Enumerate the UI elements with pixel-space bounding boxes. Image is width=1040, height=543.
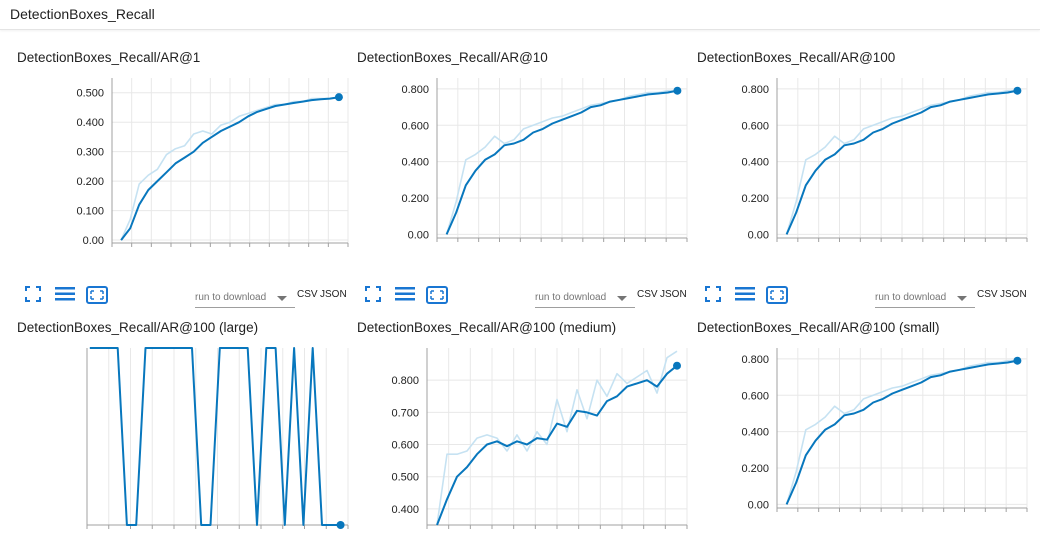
last-point-marker <box>336 521 345 529</box>
chart-title: DetectionBoxes_Recall/AR@100 (medium) <box>357 320 617 335</box>
fit-domain-icon[interactable] <box>86 286 108 306</box>
y-tick-label: 0.600 <box>741 120 769 132</box>
chart-title: DetectionBoxes_Recall/AR@1 <box>17 50 201 65</box>
run-download-placeholder: run to download <box>195 292 267 303</box>
y-tick-label: 0.200 <box>401 193 429 205</box>
last-point-marker <box>1013 86 1022 95</box>
chart-card-ar100-large: DetectionBoxes_Recall/AR@100 (large) <box>0 320 330 543</box>
csv-download-link[interactable]: CSV <box>637 289 658 300</box>
smoothed-series-line <box>436 364 678 526</box>
y-tick-label: 0.00 <box>408 229 429 241</box>
fit-domain-icon[interactable] <box>766 286 788 306</box>
y-tick-label: 0.400 <box>76 117 104 129</box>
chevron-down-icon <box>617 296 627 301</box>
chevron-down-icon <box>277 296 287 301</box>
smoothed-series-line <box>120 96 340 241</box>
y-tick-label: 0.100 <box>76 206 104 218</box>
run-download-select[interactable]: run to download <box>535 289 635 308</box>
smoothed-series-line <box>785 359 1018 505</box>
chart-card-ar100-medium: DetectionBoxes_Recall/AR@100 (medium) <box>340 320 670 543</box>
chart-toolbar: run to download CSV JSON <box>0 286 347 312</box>
section-header[interactable]: DetectionBoxes_Recall <box>0 0 1040 30</box>
chart-title: DetectionBoxes_Recall/AR@100 (small) <box>697 320 940 335</box>
y-tick-label: 0.200 <box>76 176 104 188</box>
chart-toolbar: run to download CSV JSON <box>680 286 1027 312</box>
run-download-placeholder: run to download <box>875 292 947 303</box>
chart-card-ar10: DetectionBoxes_Recall/AR@10 <box>340 50 670 265</box>
toggle-log-scale-icon[interactable] <box>735 286 755 306</box>
raw-series-line <box>785 89 1018 235</box>
y-tick-label: 0.500 <box>391 472 419 484</box>
y-tick-label: 0.800 <box>741 354 769 366</box>
section-title: DetectionBoxes_Recall <box>10 6 155 22</box>
y-tick-label: 0.400 <box>741 157 769 169</box>
y-tick-label: 0.700 <box>391 407 419 419</box>
json-download-link[interactable]: JSON <box>660 289 687 300</box>
chevron-down-icon <box>957 296 967 301</box>
y-tick-label: 0.00 <box>748 499 769 511</box>
y-tick-label: 0.600 <box>741 390 769 402</box>
y-tick-label: 0.400 <box>401 157 429 169</box>
last-point-marker <box>334 93 343 102</box>
fullscreen-icon[interactable] <box>25 286 41 306</box>
raw-series-line <box>436 350 678 526</box>
y-tick-label: 0.400 <box>391 504 419 516</box>
csv-download-link[interactable]: CSV <box>297 289 318 300</box>
last-point-marker <box>673 86 682 95</box>
chart-card-ar1: DetectionBoxes_Recall/AR@1 <box>0 50 330 265</box>
raw-series-line <box>445 89 678 235</box>
chart-card-ar100: DetectionBoxes_Recall/AR@100 <box>680 50 1010 265</box>
y-tick-label: 0.00 <box>83 235 104 247</box>
toggle-log-scale-icon[interactable] <box>395 286 415 306</box>
last-point-marker <box>673 361 681 370</box>
chart-title: DetectionBoxes_Recall/AR@100 (large) <box>17 320 259 335</box>
fit-domain-icon[interactable] <box>426 286 448 306</box>
smoothed-series-line <box>785 89 1018 235</box>
json-download-link[interactable]: JSON <box>320 289 347 300</box>
fullscreen-icon[interactable] <box>365 286 381 306</box>
y-tick-label: 0.800 <box>741 84 769 96</box>
fullscreen-icon[interactable] <box>705 286 721 306</box>
y-tick-label: 0.200 <box>741 463 769 475</box>
y-tick-label: 0.500 <box>76 88 104 100</box>
run-download-select[interactable]: run to download <box>875 289 975 308</box>
y-tick-label: 0.800 <box>391 375 419 387</box>
last-point-marker <box>1013 356 1022 365</box>
chart-title: DetectionBoxes_Recall/AR@100 <box>697 50 896 65</box>
y-tick-label: 0.200 <box>741 193 769 205</box>
smoothed-series-line <box>445 89 678 235</box>
run-download-placeholder: run to download <box>535 292 607 303</box>
raw-series-line <box>785 359 1018 505</box>
json-download-link[interactable]: JSON <box>1000 289 1027 300</box>
y-tick-label: 0.00 <box>748 229 769 241</box>
csv-download-link[interactable]: CSV <box>977 289 998 300</box>
y-tick-label: 0.600 <box>401 120 429 132</box>
chart-card-ar100-small: DetectionBoxes_Recall/AR@100 (small) <box>680 320 1010 543</box>
y-tick-label: 0.300 <box>76 147 104 159</box>
toggle-log-scale-icon[interactable] <box>55 286 75 306</box>
smoothed-series-line <box>89 347 341 526</box>
chart-toolbar: run to download CSV JSON <box>340 286 687 312</box>
chart-title: DetectionBoxes_Recall/AR@10 <box>357 50 548 65</box>
run-download-select[interactable]: run to download <box>195 289 295 308</box>
y-tick-label: 0.800 <box>401 84 429 96</box>
y-tick-label: 0.600 <box>391 440 419 452</box>
y-tick-label: 0.400 <box>741 427 769 439</box>
